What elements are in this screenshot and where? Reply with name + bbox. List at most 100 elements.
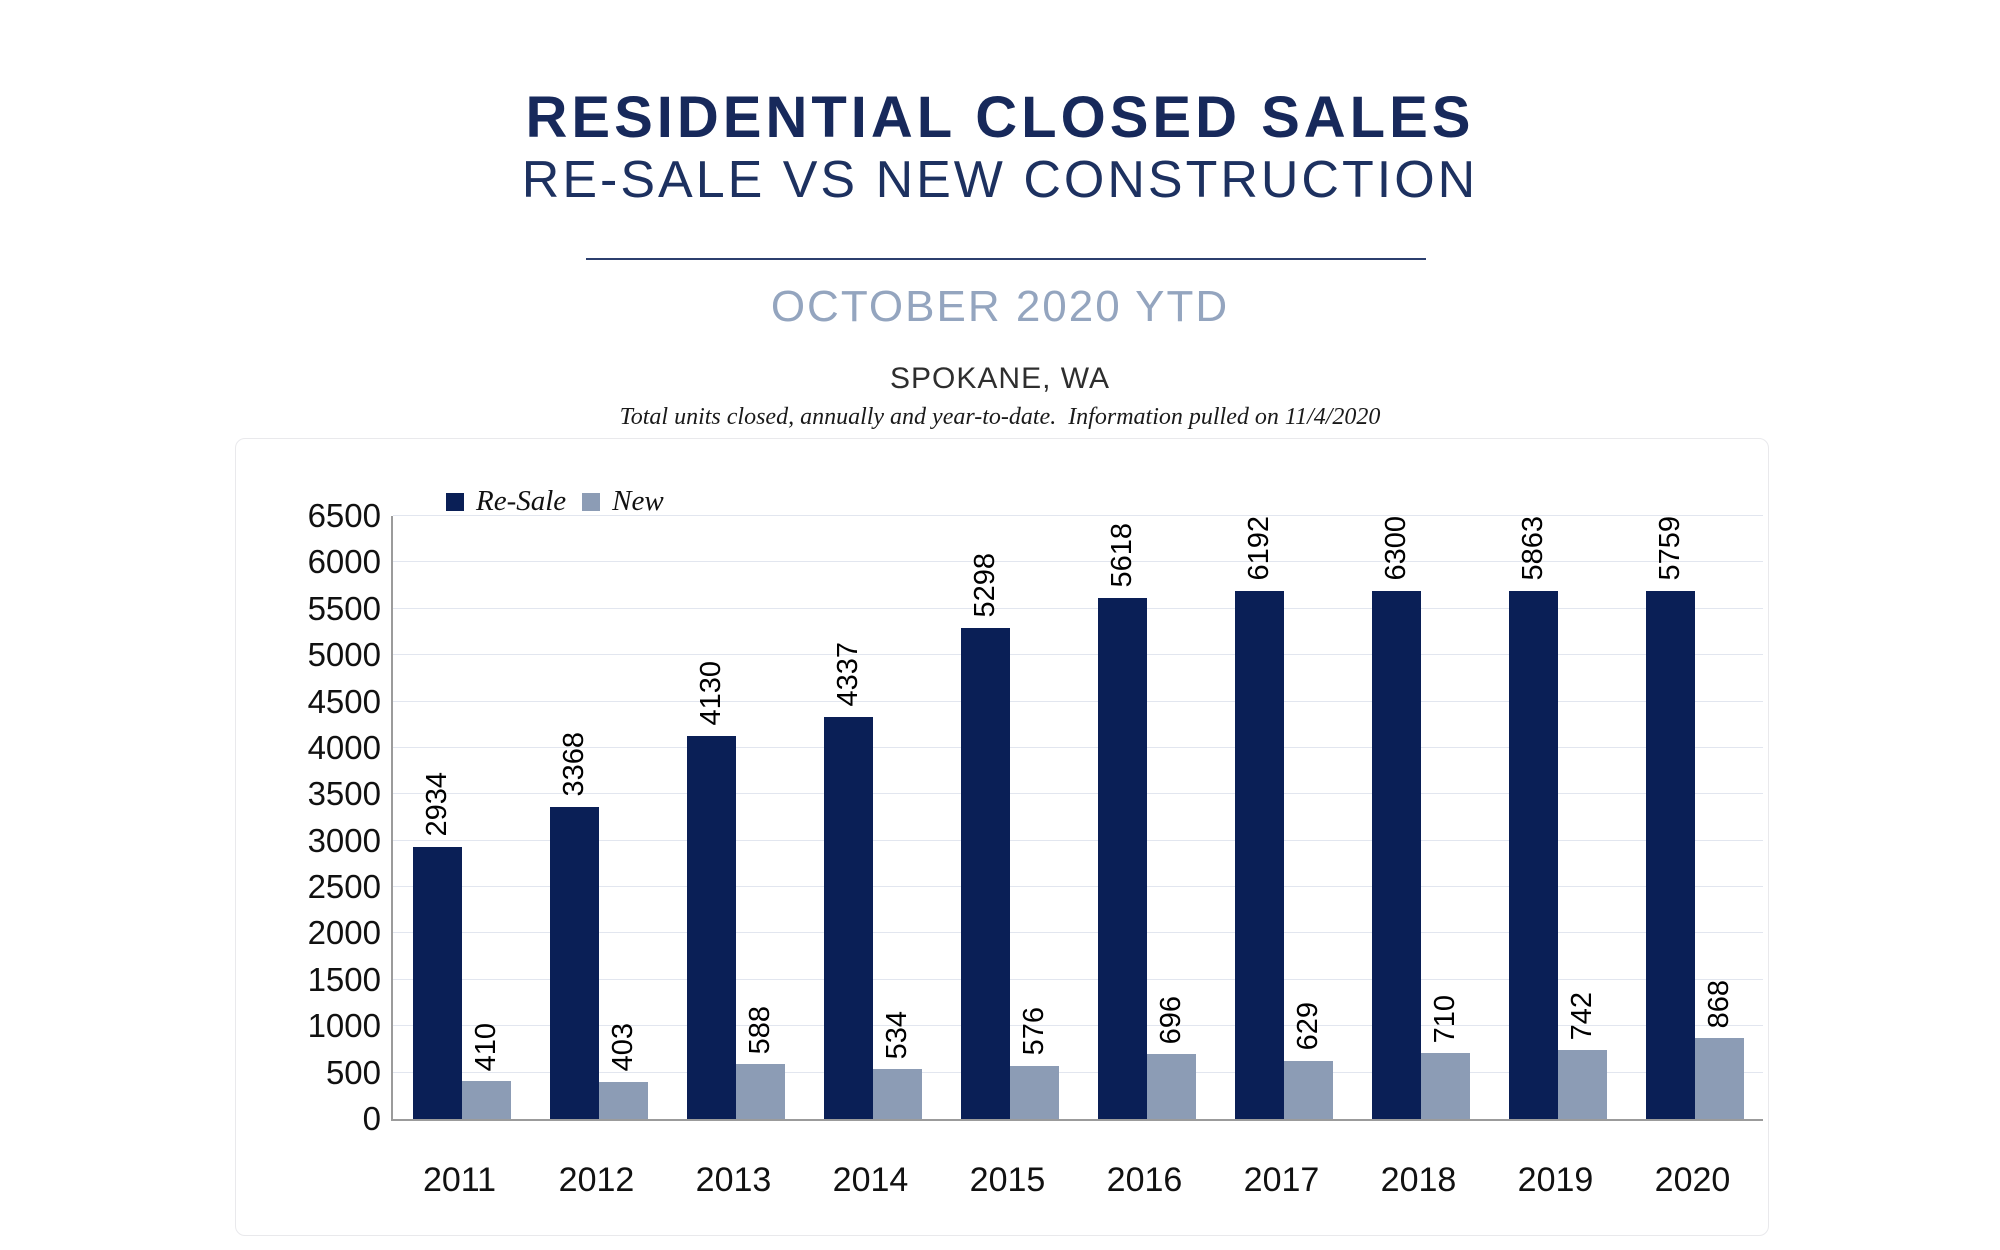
chart-panel: Re-Sale New 0 500 1000 1500 2000 2500 3000 3500 4…	[235, 438, 1769, 1236]
bar-groups: 2934 410 3368 403 4130 588 4337 534 5298 576 5618 6…	[393, 516, 1763, 1119]
bar-group-2012: 3368 403	[530, 516, 667, 1119]
value-label: 868	[1702, 980, 1735, 1029]
bar-new	[1146, 1054, 1196, 1119]
bar-re-sale	[1371, 590, 1421, 1119]
x-tick-label: 2020	[1654, 1161, 1731, 1199]
bar-group-2011: 2934 410	[393, 516, 530, 1119]
bar-re-sale	[1508, 590, 1558, 1119]
gridline	[393, 515, 1763, 516]
bar-column-re-sale-2016: 5618	[1097, 516, 1147, 1119]
x-tick-label: 2017	[1243, 1161, 1320, 1199]
bar-column-re-sale-2018: 6300	[1371, 516, 1421, 1119]
value-label: 629	[1291, 1002, 1324, 1051]
value-label: 5759	[1653, 516, 1686, 581]
gridline	[393, 607, 1763, 609]
legend-label-new: New	[612, 485, 664, 517]
note-label: Total units closed, annually and year-to…	[619, 404, 1381, 430]
bar-new	[1420, 1053, 1470, 1119]
value-label: 403	[606, 1023, 639, 1072]
value-label: 534	[880, 1011, 913, 1060]
value-label: 696	[1154, 996, 1187, 1045]
value-label: 5863	[1516, 516, 1549, 581]
gridline	[393, 746, 1763, 748]
y-tick-label: 2500	[307, 868, 381, 906]
y-tick-label: 3000	[307, 821, 381, 859]
y-tick-label: 1000	[307, 1007, 381, 1045]
value-label: 742	[1565, 991, 1598, 1041]
value-label: 4337	[831, 642, 864, 707]
bar-column-new-2020: 868	[1694, 516, 1744, 1119]
value-label: 3368	[557, 732, 590, 797]
x-tick-label: 2012	[558, 1161, 635, 1199]
page-title: RESIDENTIAL CLOSED SALES	[525, 85, 1475, 150]
bar-column-re-sale-2020: 5759	[1645, 516, 1695, 1119]
bar-new	[872, 1069, 922, 1119]
bar-column-re-sale-2019: 5863	[1508, 516, 1558, 1119]
y-tick-label: 2000	[307, 914, 381, 952]
chart-legend: Re-Sale New	[446, 485, 664, 518]
gridline	[393, 932, 1763, 934]
bar-column-re-sale-2014: 4337	[823, 516, 873, 1119]
bar-group-2015: 5298 576	[941, 516, 1078, 1119]
bar-new	[1283, 1060, 1333, 1119]
bar-group-2020: 5759 868	[1626, 516, 1763, 1119]
x-tick-label: 2019	[1517, 1161, 1594, 1199]
gridline	[393, 886, 1763, 888]
value-label: 588	[743, 1006, 776, 1055]
y-tick-label: 6500	[307, 497, 381, 534]
gridline	[393, 1025, 1763, 1027]
title-divider	[586, 258, 1426, 260]
bar-group-2013: 4130 588	[667, 516, 804, 1119]
gridline	[393, 561, 1763, 563]
bar-group-2016: 5618 696	[1078, 516, 1215, 1119]
bar-re-sale	[960, 627, 1010, 1119]
period-label: OCTOBER 2020 YTD	[770, 282, 1230, 331]
gridline	[393, 700, 1763, 702]
y-tick-label: 5000	[307, 636, 381, 674]
bar-column-new-2017: 629	[1283, 516, 1333, 1119]
legend-item-re-sale: Re-Sale	[446, 485, 566, 518]
page-subtitle: RE-SALE VS NEW CONSTRUCTION	[521, 151, 1479, 209]
bar-column-new-2015: 576	[1009, 516, 1059, 1119]
y-tick-label: 4500	[307, 682, 381, 720]
x-tick-label: 2015	[969, 1161, 1046, 1199]
x-tick-label: 2016	[1106, 1161, 1183, 1199]
gridline	[393, 654, 1763, 656]
bar-new	[1009, 1065, 1059, 1119]
y-axis: 0 500 1000 1500 2000 2500 3000 3500 4000 4500 5000…	[266, 497, 381, 1137]
gridline	[393, 839, 1763, 841]
bar-group-2019: 5863 742	[1489, 516, 1626, 1119]
value-label: 576	[1017, 1007, 1050, 1056]
bar-new	[598, 1081, 648, 1119]
bar-group-2018: 6300 710	[1352, 516, 1489, 1119]
bar-column-new-2011: 410	[461, 516, 511, 1119]
bar-column-re-sale-2012: 3368	[549, 516, 599, 1119]
value-label: 5618	[1105, 523, 1138, 588]
x-tick-label: 2014	[832, 1161, 909, 1199]
bar-column-re-sale-2015: 5298	[960, 516, 1010, 1119]
y-tick-label: 4000	[307, 728, 381, 766]
y-tick-label: 3500	[307, 775, 381, 813]
x-tick-label: 2013	[695, 1161, 772, 1199]
value-label: 2934	[420, 772, 453, 837]
bar-re-sale	[549, 806, 599, 1119]
plot-area: 2934 410 3368 403 4130 588 4337 534 5298 576 5618 6…	[391, 515, 1763, 1121]
bar-column-new-2019: 742	[1557, 516, 1607, 1119]
gridline	[393, 978, 1763, 980]
y-tick-label: 1500	[307, 960, 381, 998]
y-tick-label: 5500	[307, 589, 381, 627]
bar-column-new-2014: 534	[872, 516, 922, 1119]
bar-re-sale	[412, 846, 462, 1119]
gridline	[393, 1071, 1763, 1073]
x-tick-label: 2011	[422, 1161, 497, 1199]
bar-column-re-sale-2017: 6192	[1234, 516, 1284, 1119]
value-label: 6192	[1242, 516, 1275, 581]
bar-new	[1694, 1038, 1744, 1119]
legend-swatch-new-icon	[582, 492, 601, 511]
value-label: 5298	[968, 553, 1001, 618]
bar-re-sale	[1097, 597, 1147, 1119]
location-label: SPOKANE, WA	[890, 362, 1110, 395]
bar-column-new-2018: 710	[1420, 516, 1470, 1119]
value-label: 710	[1428, 994, 1461, 1044]
